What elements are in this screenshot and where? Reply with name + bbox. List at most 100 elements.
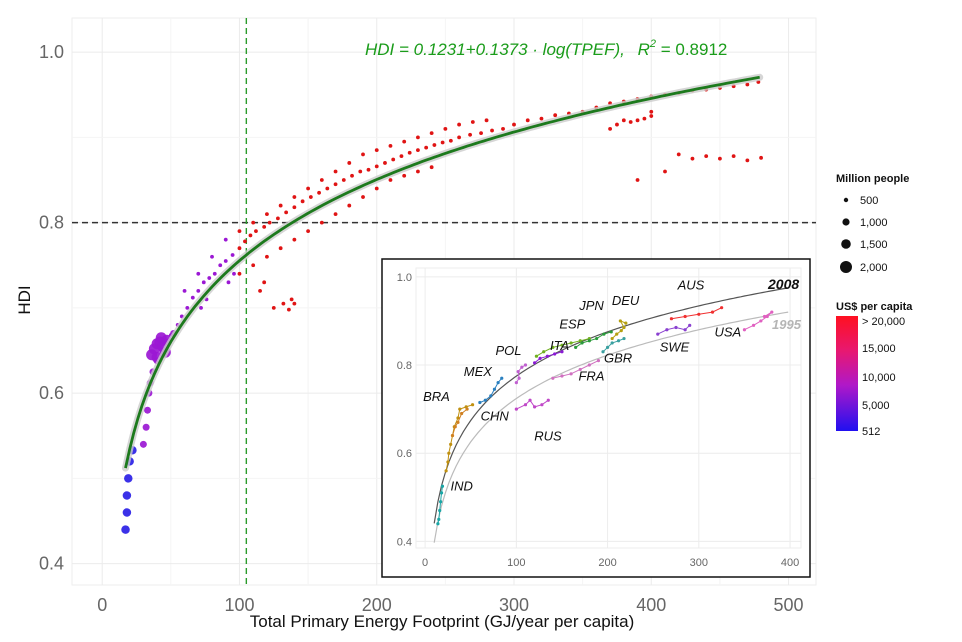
trajectory-0-point-3 [124,474,133,483]
y-tick-label-0: 0.4 [39,554,64,574]
inset-point-JPN-2 [587,339,591,343]
inset-label-IND: IND [450,478,472,493]
scatter-point-70 [265,212,269,217]
inset-point-GBR-4 [622,336,626,341]
scatter-point-111 [199,305,203,310]
inset-point-AUS-2 [697,312,701,316]
scatter-point-37 [432,143,437,147]
inset-point-DEU-2 [619,329,623,333]
scatter-point-77 [361,152,365,157]
inset-point-SWE-3 [683,328,687,332]
scatter-point-121 [676,152,681,157]
scatter-point-14 [248,233,253,238]
scatter-point-18 [276,216,280,221]
color-legend-label-20000: > 20,000 [862,316,905,328]
fit-line [124,75,760,469]
inset-point-FRA-4 [587,363,591,367]
scatter-point-16 [262,224,267,229]
scatter-point-91 [292,237,297,242]
inset-point-DEU-0 [610,336,614,341]
inset-point-POL-3 [520,365,524,369]
scatter-point-95 [347,203,352,208]
inset-point-SWE-4 [688,323,692,327]
inset-point-GBR-2 [610,341,614,345]
scatter-point-73 [306,186,311,191]
inset-point-IND-4 [439,491,444,495]
scatter-point-71 [278,203,283,208]
inset-x-tick-4: 400 [781,557,799,569]
trajectory-0-point-0 [121,525,130,534]
inset-point-CHN-6 [456,416,460,420]
inset-point-JPN-1 [580,341,584,345]
scatter-point-114 [615,122,619,127]
inset-label-USA: USA [715,325,742,340]
scatter-point-10 [223,259,228,263]
inset-point-ESP-2 [551,345,555,349]
scatter-point-67 [223,237,228,242]
inset-point-MEX-3 [492,387,497,391]
inset-point-IND-1 [437,517,441,521]
inset-point-JPN-3 [595,336,599,341]
inset-ticks: 0 100 200 300 400 0.4 0.6 0.8 1.0 [397,272,800,569]
inset-y-tick-0: 0.4 [397,536,412,548]
scatter-point-48 [553,113,558,118]
scatter-point-127 [759,155,763,160]
scatter-point-39 [448,138,453,143]
inset-point-AUS-3 [710,310,715,314]
scatter-point-68 [237,229,242,234]
scatter-point-5 [196,288,201,293]
x-axis-title: Total Primary Energy Footprint (GJ/year … [250,612,635,631]
scatter-point-33 [399,154,404,159]
inset-point-ESP-0 [534,354,539,358]
inset-point-RUS-2 [528,398,532,402]
scatter-point-79 [388,143,393,148]
inset-point-BRA-0 [450,433,455,438]
scatter-point-108 [262,280,267,285]
inset-label-MEX: MEX [464,364,494,379]
inset-label-ESP: ESP [559,317,585,332]
scatter-point-106 [292,301,297,306]
scatter-point-29 [366,167,371,172]
scatter-point-44 [501,126,505,131]
inset-point-GBR-3 [616,339,621,343]
inset-point-RUS-5 [546,398,550,402]
inset-point-JPN-5 [609,330,613,334]
scatter-point-93 [319,220,324,225]
scatter-point-86 [484,118,489,123]
scatter-point-76 [347,161,352,165]
scatter-point-45 [512,122,516,127]
inset-point-RUS-3 [533,405,537,409]
inset-point-IND-3 [439,500,443,504]
scatter-point-69 [251,220,256,225]
scatter-point-125 [731,154,736,159]
inset-point-USA-5 [762,314,767,319]
inset-point-MEX-1 [483,398,487,402]
scatter-point-126 [745,158,750,163]
inset-point-BRA-4 [465,407,469,411]
inset-point-BRA-2 [456,420,460,424]
scatter-point-123 [704,154,709,159]
scatter-point-36 [424,145,429,150]
inset-curve-1995 [433,311,789,543]
inset-point-FRA-3 [578,367,582,372]
scatter-point-94 [333,212,338,217]
inset-point-ESP-3 [560,343,564,347]
inset-point-POL-1 [517,376,521,380]
color-legend-bar [836,316,858,431]
inset-point-ITA-0 [533,361,537,365]
inset-point-ITA-4 [560,350,564,354]
inset-point-ITA-1 [538,356,542,360]
scatter-point-20 [292,205,297,210]
scatter-point-17 [267,220,272,225]
size-legend-label-2000: 2,000 [860,262,888,274]
inset-y-tick-1: 0.6 [397,448,412,460]
scatter-point-87 [237,271,242,276]
r2-superscript: 2 [649,38,656,50]
scatter-point-12 [237,246,242,251]
scatter-point-13 [243,239,247,244]
scatter-point-92 [306,229,311,234]
size-legend-dot-500 [843,197,849,203]
scatter-point-101 [429,165,434,170]
scatter-point-47 [539,116,544,121]
